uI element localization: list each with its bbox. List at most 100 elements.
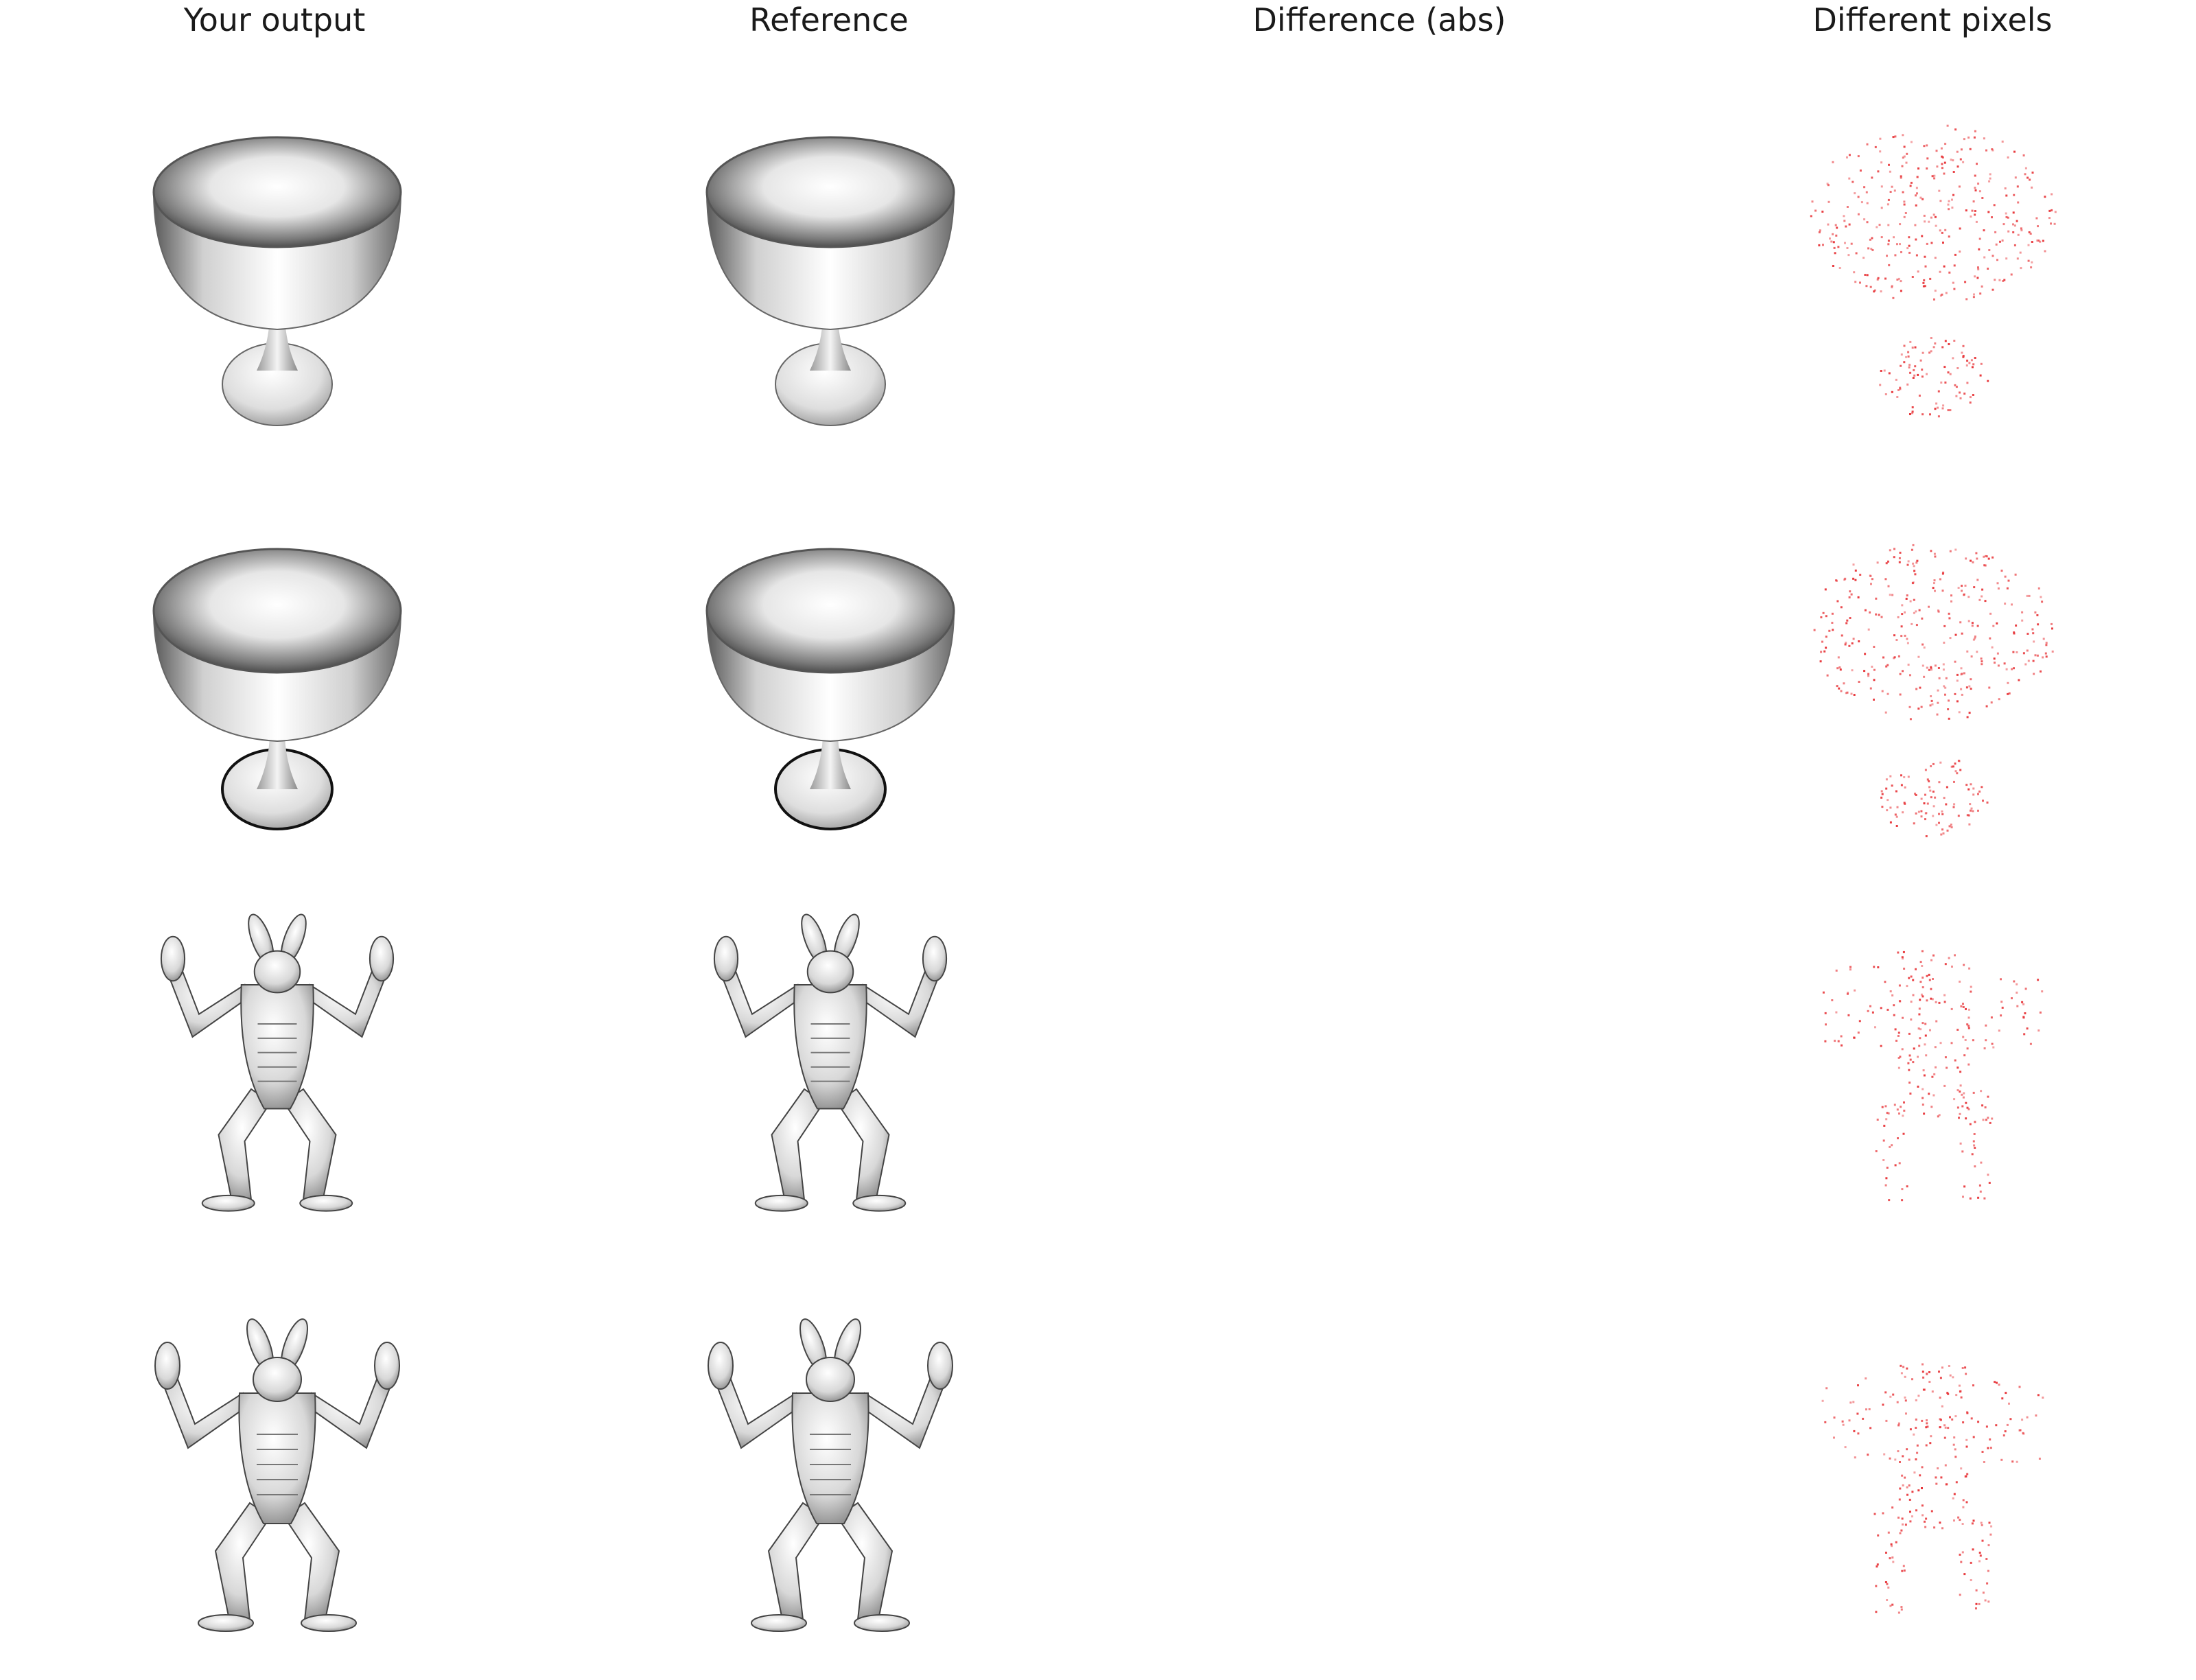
diff-pixel (1967, 620, 1970, 622)
diff-pixel (1866, 274, 1869, 277)
diff-pixel (2026, 594, 2029, 597)
diff-pixel (1880, 161, 1883, 164)
diff-pixel (1906, 1493, 1908, 1496)
diff-pixel (1888, 163, 1890, 166)
diff-pixel (1906, 638, 1908, 640)
diff-pixel (1979, 292, 1982, 295)
goblet-bowl-inner (705, 136, 955, 248)
diff-pixel (1864, 609, 1867, 611)
diff-pixel (1899, 243, 1901, 246)
diff-pixel (1931, 1075, 1934, 1078)
diff-pixel (1943, 797, 1946, 800)
diff-pixel (1932, 805, 1935, 808)
diff-pixel (1917, 1489, 1920, 1492)
diff-pixel (1893, 1014, 1895, 1016)
diff-pixel (1939, 1418, 1941, 1421)
diff-pixel (1989, 1533, 1992, 1536)
diff-pixel (1892, 1561, 1895, 1563)
diff-pixel (1852, 180, 1854, 183)
diff-pixel (1880, 185, 1883, 188)
diff-pixel (1909, 674, 1911, 677)
diff-pixel (1878, 614, 1880, 616)
diff-pixel (1990, 701, 1993, 704)
diff-pixel (1918, 395, 1921, 397)
diff-pixel (1967, 1025, 1970, 1027)
diff-pixel (1905, 161, 1908, 164)
diff-pixel (1837, 656, 1840, 659)
diff-pixel (1889, 191, 1892, 193)
diff-pixel (1850, 593, 1853, 596)
diff-pixel (1930, 1106, 1933, 1108)
diff-pixel (1899, 223, 1902, 226)
diff-pixel (2042, 656, 2044, 659)
diff-pixel (1836, 226, 1838, 229)
diff-pixel (1970, 809, 1972, 812)
diff-pixel (1899, 1532, 1902, 1535)
diff-pixel (1877, 277, 1880, 279)
diff-pixel (1940, 381, 1943, 384)
diff-pixel (1947, 203, 1950, 206)
diff-pixel (1857, 213, 1860, 215)
diff-pixel (1884, 578, 1887, 581)
diff-pixel (1923, 675, 1926, 678)
armadillo-head (253, 950, 301, 994)
diff-pixel (1952, 1443, 1955, 1446)
diff-pixel (1901, 1570, 1904, 1572)
armadillo-torso (793, 984, 867, 1110)
diff-pixel (1911, 622, 1913, 625)
diff-pixel (1917, 373, 1919, 376)
diff-pixel (1957, 1516, 1960, 1519)
diff-pixel (1865, 1377, 1867, 1380)
diff-pixel (1948, 612, 1950, 615)
diff-pixel (1970, 783, 1972, 786)
diff-pixel (1973, 1144, 1976, 1147)
diff-pixel (1885, 665, 1888, 668)
diff-pixel (1965, 1501, 1968, 1504)
diff-pixel (1912, 377, 1915, 379)
diff-pixel (1988, 180, 1991, 183)
diff-pixel (1886, 1583, 1889, 1585)
diff-pixel (1917, 270, 1919, 273)
diff-pixel (2037, 623, 2040, 626)
diff-pixel (1915, 187, 1918, 189)
diff-pixel (1961, 1523, 1964, 1525)
diff-pixel (1991, 646, 1994, 649)
diff-pixel (2011, 1460, 2014, 1463)
diff-pixel (1924, 793, 1926, 796)
diff-pixel (1957, 760, 1960, 762)
armadillo-arm (721, 970, 802, 1038)
diff-pixel (1979, 374, 1982, 377)
diff-pixel (1939, 1397, 1941, 1399)
diff-pixel (1898, 984, 1901, 987)
diff-pixel (1959, 769, 1962, 771)
goblet-stem (257, 714, 298, 789)
diff-pixel (1953, 264, 1956, 267)
diff-pixel (1915, 1458, 1917, 1460)
diff-pixel (2051, 193, 2053, 196)
diff-pixel (1967, 1108, 1970, 1110)
diff-pixel (1867, 675, 1870, 677)
armadillo-head (253, 1357, 302, 1402)
diff-pixel (1890, 1543, 1893, 1545)
diff-pixel (1956, 1106, 1959, 1109)
diff-pixel (1975, 1607, 1977, 1610)
diff-pixel (1924, 818, 1926, 821)
diff-pixel (1873, 668, 1876, 671)
diff-pixel (1980, 362, 1983, 365)
diff-pixel (1996, 622, 1998, 625)
diff-pixel (1940, 1476, 1943, 1479)
diff-pixel (1906, 1185, 1908, 1188)
diff-pixel (1848, 596, 1851, 598)
armadillo-hand (160, 935, 186, 982)
diff-pixel (1859, 281, 1861, 284)
diff-pixel (1928, 780, 1930, 782)
armadillo-arm (860, 1378, 945, 1449)
diff-pixel (1822, 991, 1825, 994)
diff-pixel (1835, 234, 1838, 237)
diff-pixel (1978, 598, 1981, 601)
diff-pixel (1857, 196, 1860, 198)
diff-pixel (1895, 825, 1898, 827)
diff-pixel (1919, 196, 1922, 199)
diff-pixel (1895, 378, 1897, 381)
diff-pixel (1887, 240, 1890, 242)
